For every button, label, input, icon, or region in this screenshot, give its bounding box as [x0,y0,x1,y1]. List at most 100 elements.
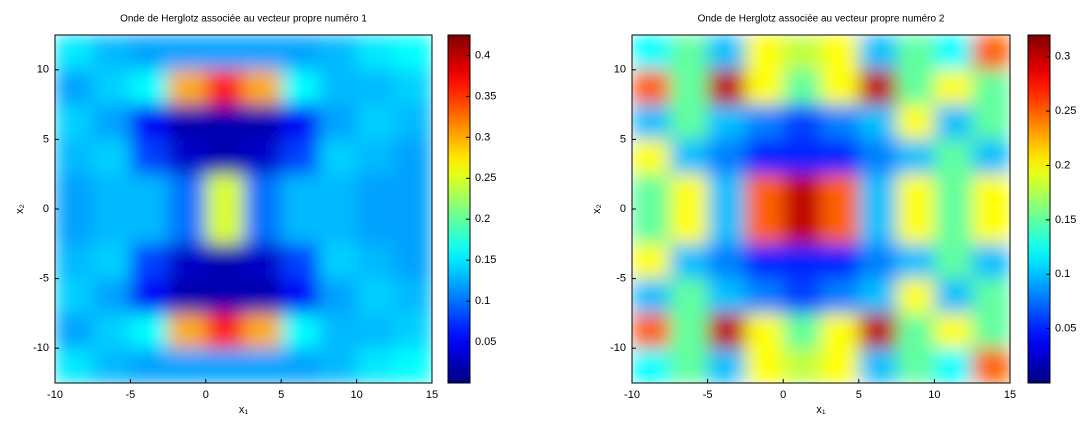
x-tick-label: 0 [780,389,786,401]
heatmap-cell [896,348,935,383]
heatmap-cell [168,278,207,314]
x-tick-label: 0 [203,389,209,401]
heatmap-cell [745,139,784,175]
x-tick-label: 5 [856,389,862,401]
heatmap-cell [130,104,169,140]
heatmap-cell [168,348,207,383]
heatmap-cell [318,243,358,280]
x-tick-label: -10 [624,389,640,401]
heatmap-cell [243,104,282,140]
y-tick-label: -10 [610,342,626,354]
heatmap-cell [707,278,746,314]
heatmap-cell [934,278,973,314]
heatmap-cell [858,104,898,140]
heatmap-cell [858,209,898,245]
x-tick-label: 5 [278,389,284,401]
heatmap-cell [318,348,358,383]
y-tick-label: -5 [616,273,626,285]
x-axis-label: x₁ [816,404,826,416]
heatmap-cell [707,243,746,280]
heatmap-cell [972,69,1010,106]
heatmap-cell [858,243,898,280]
heatmap-cell [896,243,935,280]
heatmap-cell [707,104,746,140]
heatmap-cell [821,174,860,210]
heatmap-cell [243,139,282,175]
heatmap-cell [745,348,784,383]
heatmap-cell [356,69,395,106]
heatmap-cell [168,69,207,106]
heatmap-cell [318,174,358,210]
heatmap-cell [972,104,1010,140]
heatmap-cell [934,243,973,280]
x-tick-label: 15 [426,389,438,401]
heatmap-cell [934,35,973,71]
heatmap-cell [356,278,395,314]
heatmap-cell [783,313,822,349]
x-tick-label: 15 [1004,389,1016,401]
heatmap-cell [92,69,131,106]
heatmap-cell [394,104,432,140]
heatmap-cell [858,174,898,210]
heatmap-cell [858,313,898,349]
heatmap-cell [934,139,973,175]
heatmap-cell [281,348,320,383]
heatmap-cell [205,313,244,349]
heatmap-cell [707,348,746,383]
colorbar-tick-label: 0.4 [475,49,490,61]
heatmap-cell [934,104,973,140]
heatmap-cell [281,174,320,210]
heatmap-cell [707,209,746,245]
colorbar-tick-label: 0.3 [1055,51,1070,63]
heatmap-cell [168,104,207,140]
heatmap-cell [783,69,822,106]
heatmap-cell [55,139,94,175]
y-tick-label: 10 [37,64,49,76]
heatmap-cell [55,209,94,245]
colorbar-tick-label: 0.2 [1055,159,1070,171]
heatmap-cell [55,104,94,140]
heatmap-cell [92,174,131,210]
heatmap-cell [168,35,207,71]
heatmap-cell [318,278,358,314]
heatmap-cell [394,278,432,314]
x-tick-label: -10 [47,389,63,401]
heatmap-cell [858,278,898,314]
heatmap-cell [821,278,860,314]
colorbar-tick-label: 0.25 [1055,105,1076,117]
heatmap-cell [55,35,94,71]
heatmap-cell [783,348,822,383]
heatmap-cell [356,104,395,140]
heatmap-cell [55,348,94,383]
heatmap-cell [632,313,671,349]
heatmap-cell [745,69,784,106]
heatmap-cell [356,209,395,245]
heatmap-cell [243,209,282,245]
heatmap-cell [394,139,432,175]
colorbar [447,34,471,384]
heatmap-cell [972,313,1010,349]
heatmap-cell [669,35,709,71]
heatmap-cell [130,174,169,210]
heatmap-cell [745,174,784,210]
heatmap-cell [934,174,973,210]
heatmap-cell [669,174,709,210]
heatmap-cell [205,243,244,280]
heatmap-cell [972,243,1010,280]
colorbar-tick-label: 0.3 [475,131,490,143]
heatmap-cell [394,174,432,210]
heatmap-cell [92,139,131,175]
plot-area [55,35,432,383]
heatmap-cell [281,313,320,349]
heatmap-cell [821,348,860,383]
heatmap-cell [632,139,671,175]
y-tick-label: -10 [33,342,49,354]
heatmap-cell [205,209,244,245]
heatmap-cell [669,278,709,314]
heatmap-cell [205,104,244,140]
heatmap-cell [281,104,320,140]
colorbar-tick-label: 0.15 [1055,214,1076,226]
heatmap-cell [934,209,973,245]
heatmap-cell [669,69,709,106]
heatmap-cell [243,69,282,106]
